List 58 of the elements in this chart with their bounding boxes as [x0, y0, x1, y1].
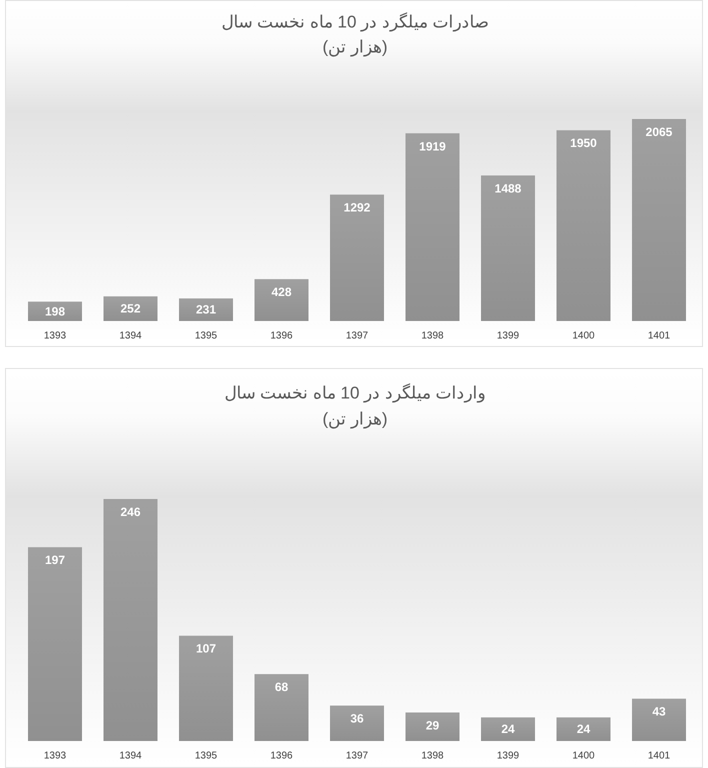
x-tick-label: 1394	[119, 330, 142, 342]
chart-title: صادرات میلگرد در 10 ماه نخست سال	[221, 12, 489, 32]
bar	[104, 296, 158, 321]
x-tick-label: 1399	[496, 330, 520, 342]
data-label: 68	[274, 680, 288, 694]
bar	[556, 130, 610, 321]
data-label: 43	[652, 704, 666, 719]
x-tick-label: 1400	[572, 330, 596, 342]
bar	[330, 706, 384, 741]
bar	[254, 279, 308, 321]
bar	[481, 717, 535, 741]
bar	[28, 302, 82, 321]
x-tick-label: 1396	[270, 330, 294, 342]
x-tick-label: 1398	[421, 330, 444, 342]
x-tick-label: 1401	[648, 750, 671, 762]
x-tick-label: 1394	[119, 750, 142, 762]
data-label: 197	[44, 553, 66, 568]
x-tick-label: 1395	[194, 750, 218, 762]
x-tick-label: 1400	[572, 750, 596, 762]
data-label: 29	[426, 718, 440, 732]
data-label: 246	[120, 505, 141, 519]
bar	[28, 547, 82, 741]
data-label: 36	[350, 712, 364, 726]
bar	[406, 133, 460, 321]
data-label: 1292	[344, 200, 371, 215]
x-tick-label: 1393	[44, 330, 67, 342]
x-tick-label: 1393	[44, 750, 67, 762]
chart-subtitle: (هزار تن)	[322, 410, 388, 430]
bar	[330, 194, 384, 321]
bar	[632, 698, 686, 741]
x-tick-label: 1396	[270, 750, 294, 762]
bar	[481, 175, 535, 321]
data-label: 1950	[570, 136, 598, 150]
bar	[556, 717, 610, 741]
data-label: 1919	[419, 139, 446, 154]
data-label: 24	[501, 722, 515, 736]
bar	[406, 712, 460, 741]
x-tick-label: 1397	[346, 750, 369, 762]
bar	[632, 119, 686, 321]
bar	[104, 499, 158, 741]
bar	[179, 636, 233, 741]
x-tick-label: 1401	[648, 330, 671, 342]
bar	[179, 298, 233, 321]
data-label: 428	[271, 285, 292, 300]
data-label: 252	[120, 302, 141, 316]
data-label: 231	[196, 302, 216, 317]
chart-subtitle: (هزار تن)	[322, 38, 388, 58]
x-tick-label: 1398	[421, 750, 444, 762]
data-label: 198	[44, 304, 66, 318]
x-tick-label: 1395	[194, 330, 218, 342]
data-label: 1488	[494, 181, 522, 196]
data-label: 24	[576, 722, 590, 736]
data-label: 2065	[646, 125, 673, 139]
chart-title: واردات میلگرد در 10 ماه نخست سال	[224, 382, 486, 404]
x-tick-label: 1397	[346, 330, 369, 342]
bar	[254, 674, 308, 741]
data-label: 107	[196, 642, 216, 656]
x-tick-label: 1399	[496, 750, 520, 762]
